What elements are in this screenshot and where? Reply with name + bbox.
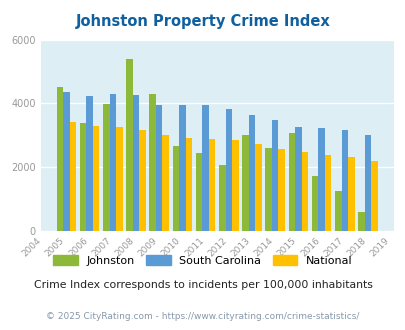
Bar — [57, 87, 63, 231]
Text: © 2025 CityRating.com - https://www.cityrating.com/crime-statistics/: © 2025 CityRating.com - https://www.city… — [46, 312, 359, 321]
Bar — [347, 157, 354, 231]
Bar — [364, 135, 370, 231]
Bar — [370, 161, 377, 231]
Bar — [311, 176, 318, 231]
Bar — [318, 128, 324, 231]
Bar — [242, 135, 248, 231]
Legend: Johnston, South Carolina, National: Johnston, South Carolina, National — [50, 251, 355, 269]
Bar — [162, 135, 168, 231]
Bar — [202, 105, 208, 231]
Bar — [179, 105, 185, 231]
Bar — [271, 120, 278, 231]
Bar — [357, 213, 364, 231]
Bar — [195, 153, 202, 231]
Bar — [288, 133, 294, 231]
Bar — [109, 94, 116, 231]
Bar — [294, 127, 301, 231]
Bar — [248, 115, 255, 231]
Bar — [172, 146, 179, 231]
Bar — [139, 130, 145, 231]
Bar — [93, 126, 99, 231]
Text: Crime Index corresponds to incidents per 100,000 inhabitants: Crime Index corresponds to incidents per… — [34, 280, 371, 290]
Bar — [278, 149, 284, 231]
Bar — [265, 148, 271, 231]
Bar — [63, 92, 70, 231]
Bar — [208, 139, 215, 231]
Text: Johnston Property Crime Index: Johnston Property Crime Index — [75, 14, 330, 29]
Bar — [80, 123, 86, 231]
Bar — [132, 95, 139, 231]
Bar — [185, 138, 192, 231]
Bar — [219, 165, 225, 231]
Bar — [225, 109, 232, 231]
Bar — [232, 140, 238, 231]
Bar — [156, 105, 162, 231]
Bar — [334, 191, 341, 231]
Bar — [126, 59, 132, 231]
Bar — [103, 104, 109, 231]
Bar — [116, 127, 122, 231]
Bar — [301, 152, 307, 231]
Bar — [341, 130, 347, 231]
Bar — [324, 155, 330, 231]
Bar — [86, 96, 93, 231]
Bar — [255, 144, 261, 231]
Bar — [70, 122, 76, 231]
Bar — [149, 94, 156, 231]
